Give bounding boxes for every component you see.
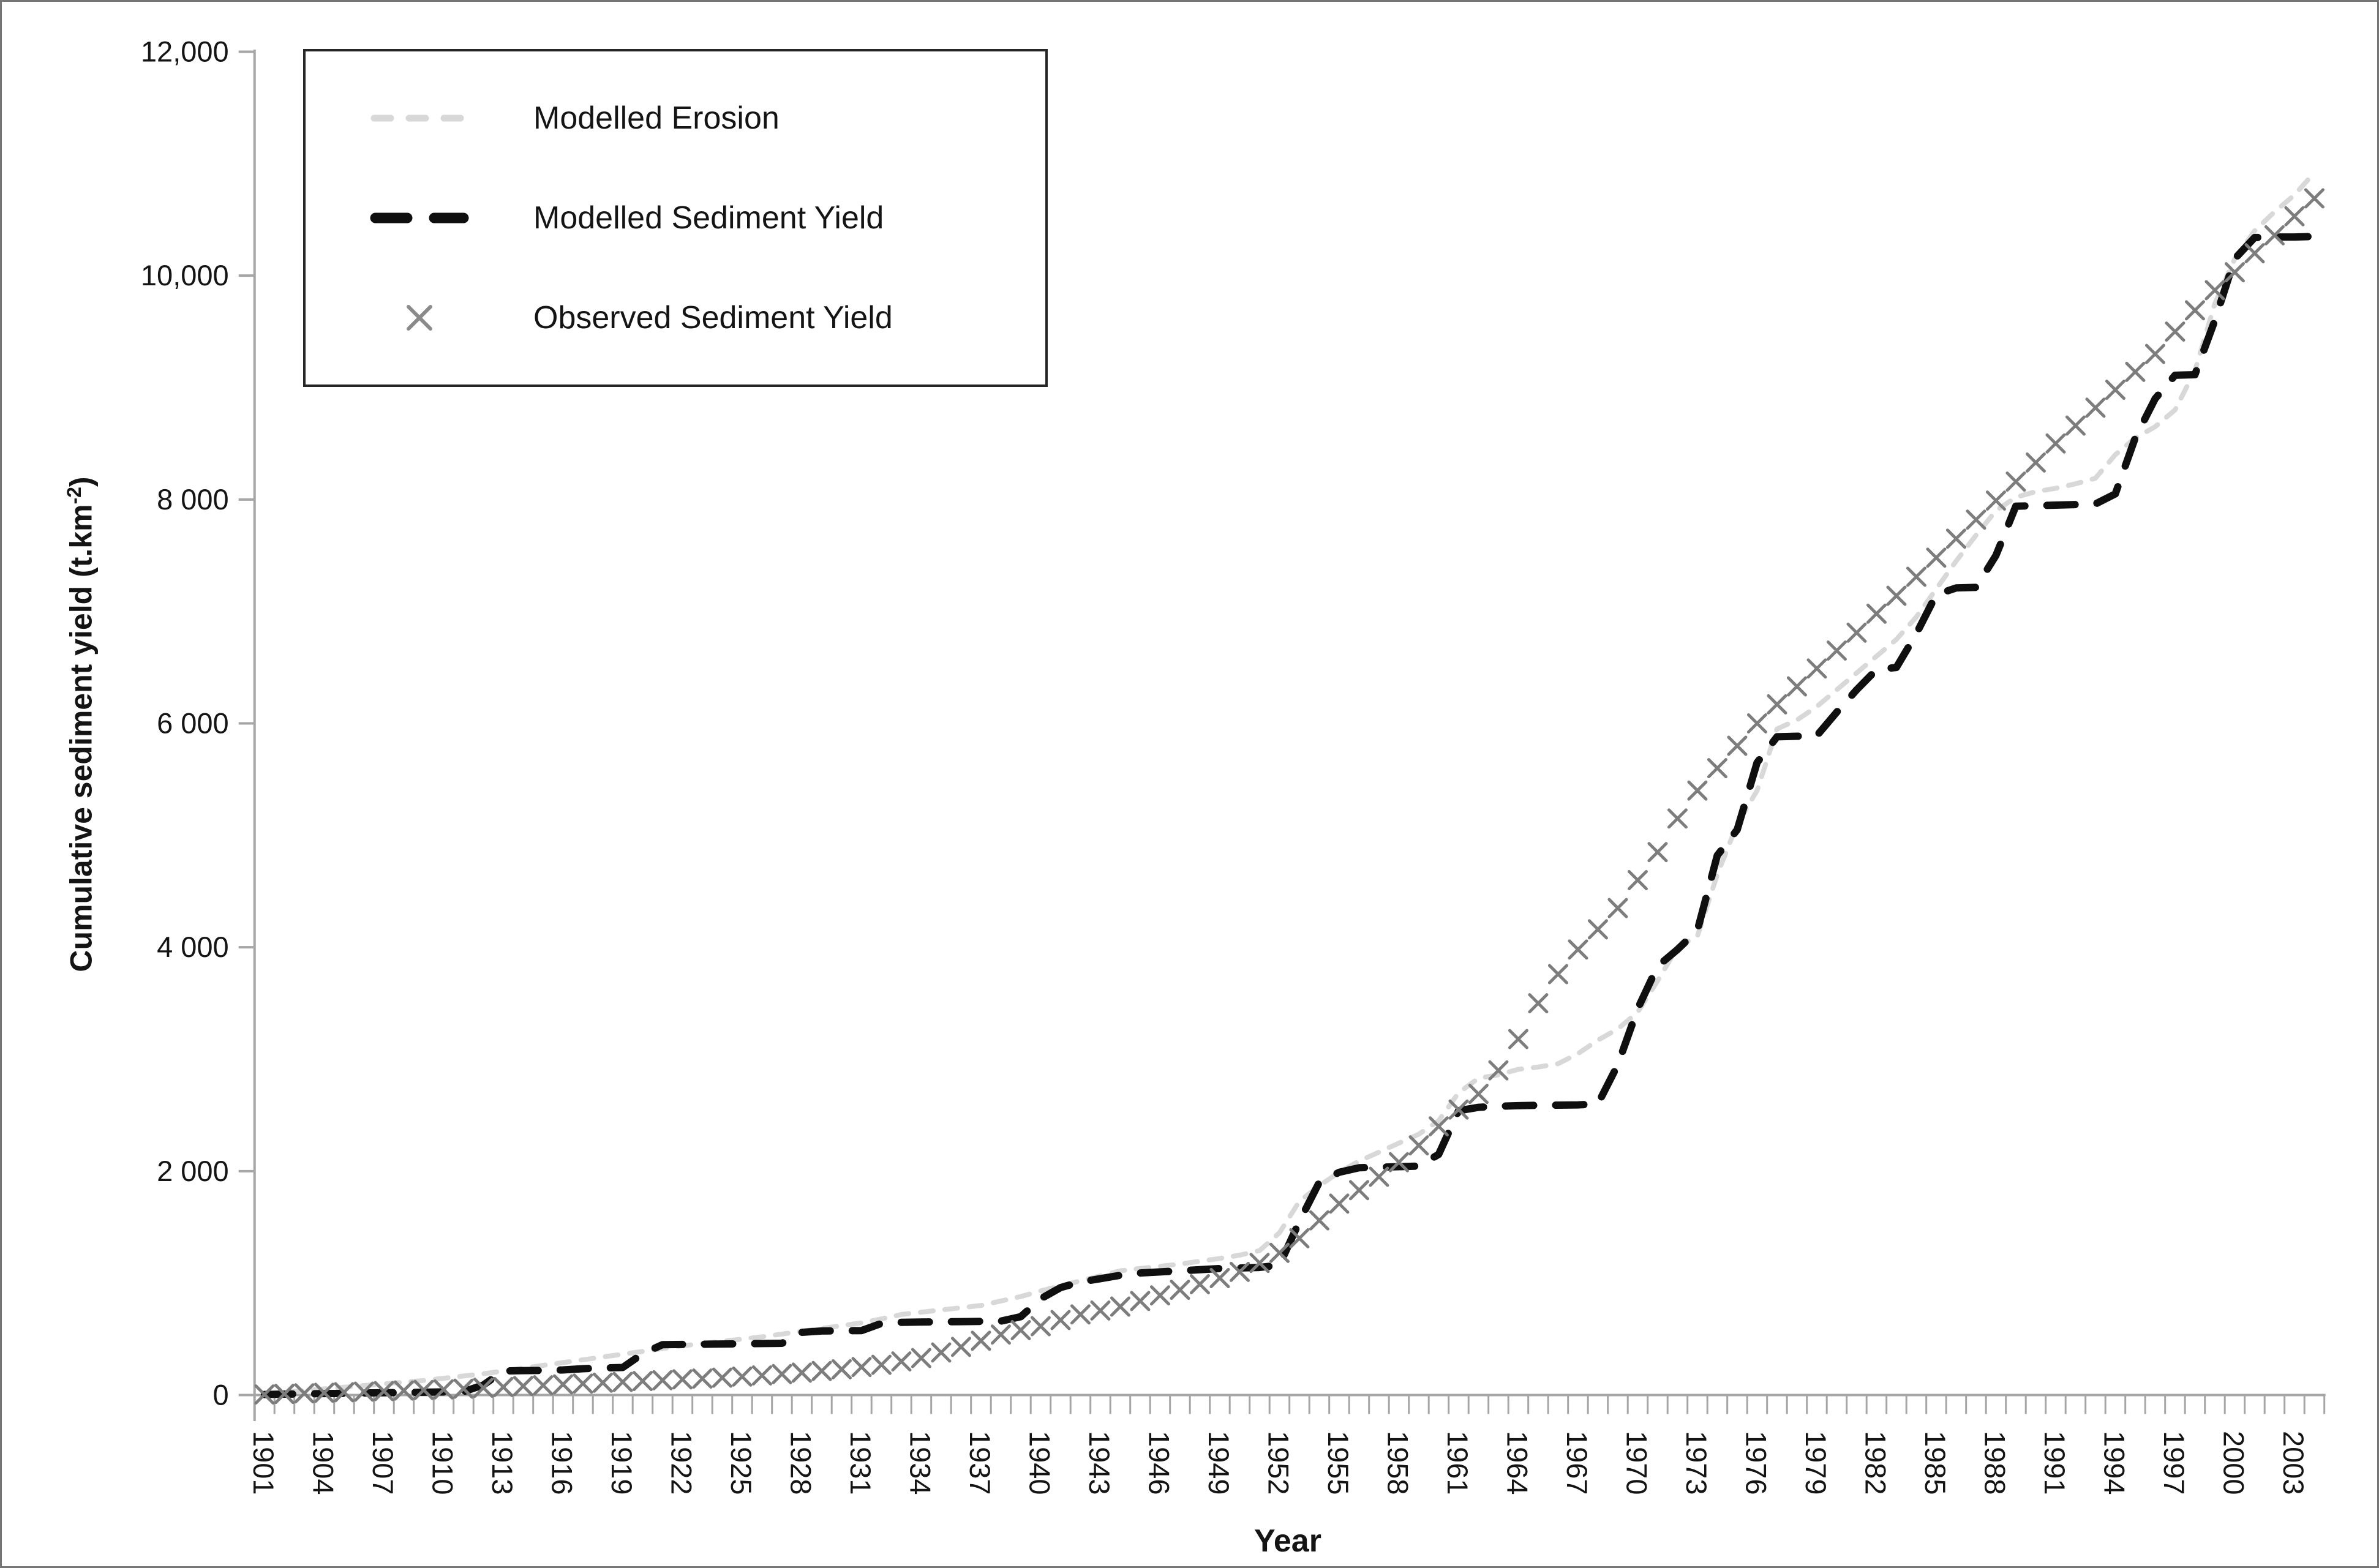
- x-tick-label: 1916: [546, 1431, 578, 1495]
- x-tick-label: 2003: [2277, 1431, 2310, 1495]
- y-axis-title: Cumulative sediment yield (t.km-2): [48, 204, 100, 1245]
- y-tick-label: 8 000: [157, 483, 229, 516]
- legend: Modelled Erosion Modelled Sediment Yield…: [303, 49, 1048, 387]
- series-line-modelled-erosion: [261, 170, 2317, 1397]
- x-tick-label-text: 1940: [1023, 1431, 1056, 1495]
- x-tick-label: 1913: [486, 1431, 519, 1495]
- x-tick-label-text: 1976: [1740, 1431, 1772, 1495]
- x-tick-label-text: 1985: [1919, 1431, 1952, 1495]
- x-tick-label-text: 1982: [1859, 1431, 1892, 1495]
- y-tick-label: 10,000: [141, 259, 229, 291]
- x-tick-label-text: 1979: [1800, 1431, 1832, 1495]
- x-tick-label-text: 1967: [1561, 1431, 1593, 1495]
- x-tick-label: 1937: [964, 1431, 996, 1495]
- x-tick-label-text: 1931: [844, 1431, 877, 1495]
- x-tick-label: 1922: [665, 1431, 697, 1495]
- x-tick-label: 1994: [2098, 1431, 2130, 1495]
- x-tick-label: 1910: [426, 1431, 459, 1495]
- x-tick-label: 1919: [606, 1431, 638, 1495]
- series-line-modelled-sediment-yield: [260, 233, 2318, 1398]
- x-tick-label: 1961: [1441, 1431, 1474, 1495]
- x-tick-label-text: 1913: [486, 1431, 519, 1495]
- x-tick-label-text: 1997: [2158, 1431, 2190, 1495]
- x-tick-label: 1946: [1143, 1431, 1175, 1495]
- x-tick-label: 1988: [1979, 1431, 2011, 1495]
- x-tick-label-text: 1904: [307, 1431, 339, 1495]
- x-tick-label: 1979: [1800, 1431, 1832, 1495]
- legend-item-modelled-erosion: Modelled Erosion: [306, 94, 1045, 143]
- x-tick-label-text: 1991: [2039, 1431, 2071, 1495]
- legend-label: Modelled Sediment Yield: [533, 200, 884, 236]
- x-marker-icon: [306, 299, 533, 336]
- x-tick-label: 1904: [307, 1431, 339, 1495]
- x-tick-label: 1958: [1381, 1431, 1414, 1495]
- x-tick-label: 1949: [1203, 1431, 1235, 1495]
- x-tick-label-text: 1970: [1620, 1431, 1653, 1495]
- x-tick-label-text: 1958: [1381, 1431, 1414, 1495]
- x-tick-label-text: 1949: [1203, 1431, 1235, 1495]
- y-axis-title-suffix: ): [64, 476, 99, 487]
- x-tick-label-text: 1964: [1501, 1431, 1533, 1495]
- y-tick-label: 12,000: [141, 36, 229, 68]
- y-tick-label: 2 000: [157, 1155, 229, 1187]
- x-tick-label: 1991: [2039, 1431, 2071, 1495]
- x-tick-label-text: 1988: [1979, 1431, 2011, 1495]
- x-tick-label: 1952: [1262, 1431, 1295, 1495]
- x-axis-title: Year: [1254, 1523, 1321, 1559]
- x-tick-label: 1985: [1919, 1431, 1952, 1495]
- legend-item-modelled-sediment-yield: Modelled Sediment Yield: [306, 193, 1045, 242]
- y-axis-title-superscript: -2: [63, 487, 85, 505]
- x-tick-label: 1964: [1501, 1431, 1533, 1495]
- x-tick-label: 1931: [844, 1431, 877, 1495]
- x-tick-label: 1973: [1680, 1431, 1713, 1495]
- x-tick-label: 1982: [1859, 1431, 1892, 1495]
- x-tick-label-text: 1928: [784, 1431, 817, 1495]
- y-tick-label: 0: [213, 1379, 229, 1411]
- x-tick-label-text: 1994: [2098, 1431, 2130, 1495]
- y-tick-label: 4 000: [157, 931, 229, 963]
- x-tick-label: 1943: [1083, 1431, 1116, 1495]
- x-tick-label-text: 1937: [964, 1431, 996, 1495]
- x-tick-label-text: 2003: [2277, 1431, 2310, 1495]
- x-tick-label: 1967: [1561, 1431, 1593, 1495]
- erosion-dashed-line-icon: [306, 100, 533, 137]
- x-tick-label-text: 1907: [367, 1431, 399, 1495]
- x-tick-label-text: 1943: [1083, 1431, 1116, 1495]
- x-tick-label-text: 1952: [1262, 1431, 1295, 1495]
- x-tick-label: 1997: [2158, 1431, 2190, 1495]
- x-tick-label-text: 1961: [1441, 1431, 1474, 1495]
- x-tick-label-text: 1901: [247, 1431, 280, 1495]
- x-tick-label: 1934: [904, 1431, 936, 1495]
- y-tick-label: 6 000: [157, 707, 229, 740]
- x-tick-label: 1925: [725, 1431, 757, 1495]
- sediment-dashed-line-icon: [306, 200, 533, 236]
- x-tick-label: 1970: [1620, 1431, 1653, 1495]
- x-tick-label-text: 1955: [1322, 1431, 1355, 1495]
- x-tick-label-text: 1916: [546, 1431, 578, 1495]
- x-tick-label-text: 1934: [904, 1431, 936, 1495]
- x-tick-label-text: 1973: [1680, 1431, 1713, 1495]
- x-tick-label: 1976: [1740, 1431, 1772, 1495]
- x-tick-label-text: 1946: [1143, 1431, 1175, 1495]
- x-tick-label-text: 1910: [426, 1431, 459, 1495]
- legend-label: Modelled Erosion: [533, 100, 780, 137]
- x-tick-label: 2000: [2217, 1431, 2250, 1495]
- x-tick-label: 1928: [784, 1431, 817, 1495]
- y-axis-title-text: Cumulative sediment yield (t.km: [64, 504, 99, 972]
- legend-item-observed-sediment-yield: Observed Sediment Yield: [306, 293, 1045, 342]
- x-tick-label-text: 1919: [606, 1431, 638, 1495]
- legend-label: Observed Sediment Yield: [533, 299, 893, 336]
- x-tick-label: 1955: [1322, 1431, 1355, 1495]
- series-markers-observed-sediment-yield: [254, 188, 2325, 1405]
- x-tick-label-text: 1925: [725, 1431, 757, 1495]
- x-tick-label-text: 2000: [2217, 1431, 2250, 1495]
- x-tick-label: 1901: [247, 1431, 280, 1495]
- x-tick-label-text: 1922: [665, 1431, 697, 1495]
- x-tick-label: 1940: [1023, 1431, 1056, 1495]
- x-tick-label: 1907: [367, 1431, 399, 1495]
